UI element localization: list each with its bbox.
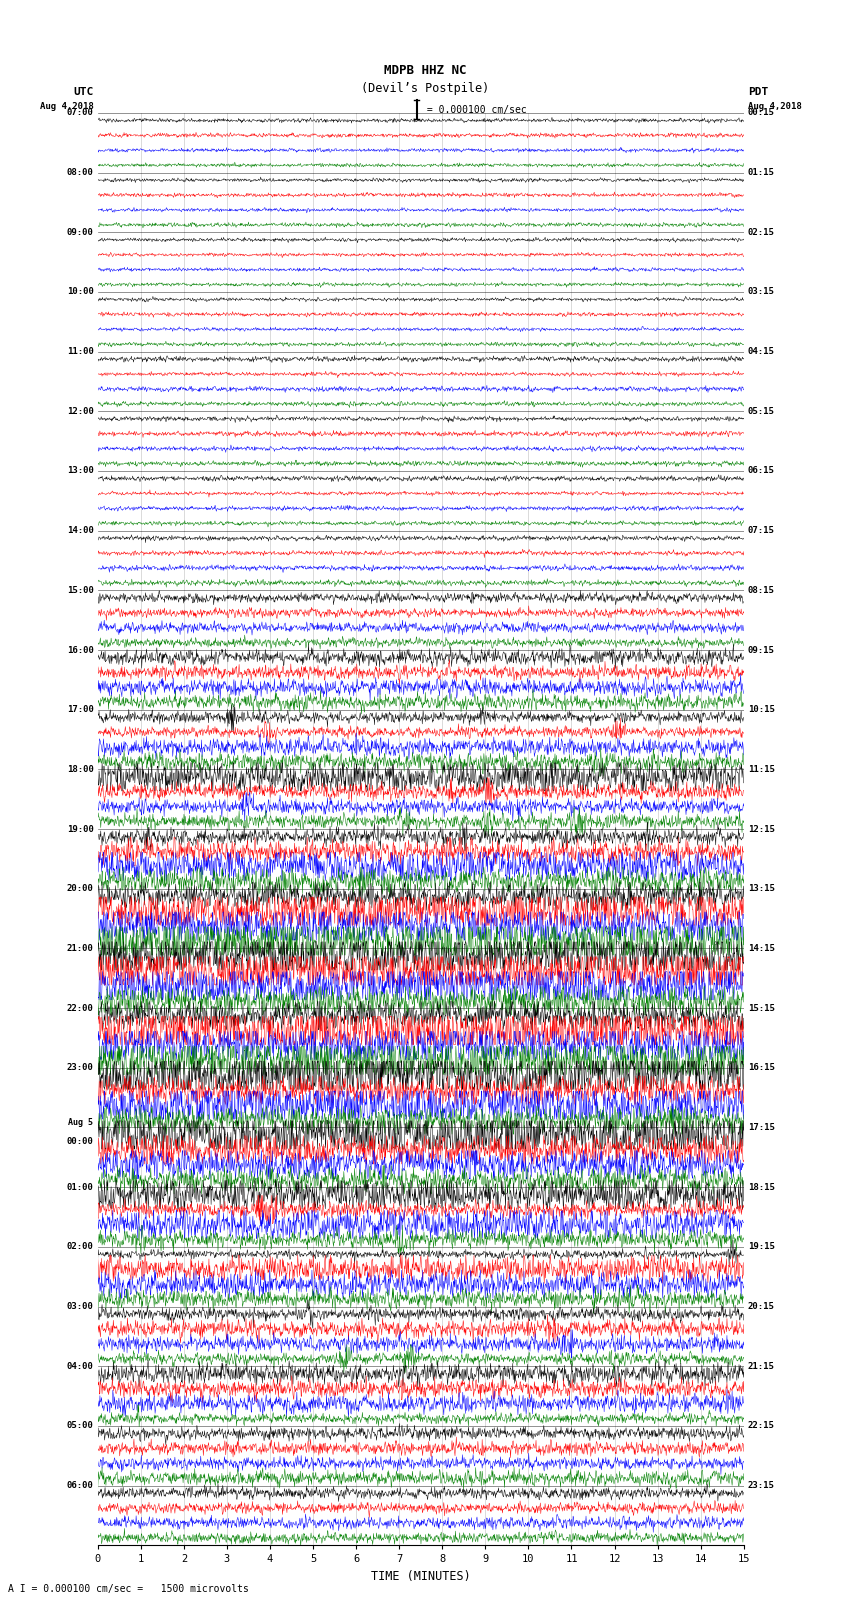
- Text: 17:15: 17:15: [748, 1123, 775, 1132]
- Text: 02:00: 02:00: [66, 1242, 94, 1252]
- Text: MDPB HHZ NC: MDPB HHZ NC: [383, 65, 467, 77]
- Text: 01:15: 01:15: [748, 168, 775, 177]
- Text: 09:00: 09:00: [66, 227, 94, 237]
- Text: 07:00: 07:00: [66, 108, 94, 118]
- Text: 13:15: 13:15: [748, 884, 775, 894]
- Text: 16:00: 16:00: [66, 645, 94, 655]
- Text: 15:00: 15:00: [66, 586, 94, 595]
- Text: 20:15: 20:15: [748, 1302, 775, 1311]
- Text: 04:00: 04:00: [66, 1361, 94, 1371]
- Text: (Devil’s Postpile): (Devil’s Postpile): [361, 82, 489, 95]
- Text: 19:15: 19:15: [748, 1242, 775, 1252]
- Text: 12:15: 12:15: [748, 824, 775, 834]
- Text: 00:15: 00:15: [748, 108, 775, 118]
- Text: 03:00: 03:00: [66, 1302, 94, 1311]
- Text: 22:15: 22:15: [748, 1421, 775, 1431]
- Text: 07:15: 07:15: [748, 526, 775, 536]
- Text: 05:00: 05:00: [66, 1421, 94, 1431]
- Text: Aug 4,2018: Aug 4,2018: [40, 102, 94, 111]
- Text: 00:00: 00:00: [66, 1137, 94, 1147]
- Text: 21:15: 21:15: [748, 1361, 775, 1371]
- Text: 01:00: 01:00: [66, 1182, 94, 1192]
- Text: 11:00: 11:00: [66, 347, 94, 356]
- Text: UTC: UTC: [73, 87, 94, 97]
- Text: 10:00: 10:00: [66, 287, 94, 297]
- Text: 11:15: 11:15: [748, 765, 775, 774]
- Text: 17:00: 17:00: [66, 705, 94, 715]
- Text: 14:00: 14:00: [66, 526, 94, 536]
- Text: 10:15: 10:15: [748, 705, 775, 715]
- Text: 05:15: 05:15: [748, 406, 775, 416]
- Text: = 0.000100 cm/sec: = 0.000100 cm/sec: [421, 105, 526, 115]
- Text: Aug 5: Aug 5: [69, 1118, 94, 1127]
- X-axis label: TIME (MINUTES): TIME (MINUTES): [371, 1569, 471, 1582]
- Text: 23:00: 23:00: [66, 1063, 94, 1073]
- Text: 13:00: 13:00: [66, 466, 94, 476]
- Text: 06:15: 06:15: [748, 466, 775, 476]
- Text: 20:00: 20:00: [66, 884, 94, 894]
- Text: 16:15: 16:15: [748, 1063, 775, 1073]
- Text: 12:00: 12:00: [66, 406, 94, 416]
- Text: 22:00: 22:00: [66, 1003, 94, 1013]
- Text: 19:00: 19:00: [66, 824, 94, 834]
- Text: 15:15: 15:15: [748, 1003, 775, 1013]
- Text: 08:00: 08:00: [66, 168, 94, 177]
- Text: 06:00: 06:00: [66, 1481, 94, 1490]
- Text: 09:15: 09:15: [748, 645, 775, 655]
- Text: A I = 0.000100 cm/sec =   1500 microvolts: A I = 0.000100 cm/sec = 1500 microvolts: [8, 1584, 249, 1594]
- Text: PDT: PDT: [748, 87, 768, 97]
- Text: Aug 4,2018: Aug 4,2018: [748, 102, 802, 111]
- Text: 14:15: 14:15: [748, 944, 775, 953]
- Text: 04:15: 04:15: [748, 347, 775, 356]
- Text: 21:00: 21:00: [66, 944, 94, 953]
- Text: 18:00: 18:00: [66, 765, 94, 774]
- Text: 03:15: 03:15: [748, 287, 775, 297]
- Text: 18:15: 18:15: [748, 1182, 775, 1192]
- Text: 23:15: 23:15: [748, 1481, 775, 1490]
- Text: 02:15: 02:15: [748, 227, 775, 237]
- Text: 08:15: 08:15: [748, 586, 775, 595]
